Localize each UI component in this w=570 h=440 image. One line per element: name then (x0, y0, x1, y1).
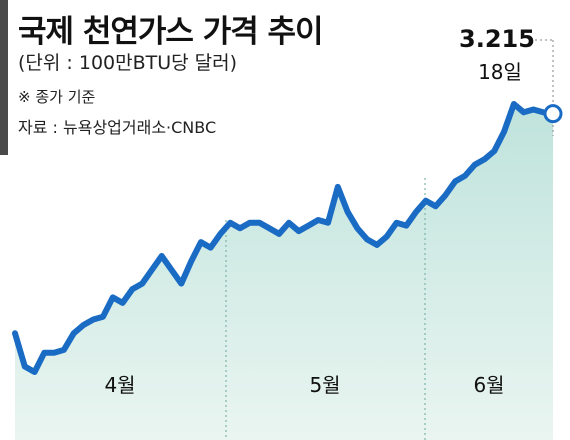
accent-bar (0, 0, 8, 155)
x-tick-label: 6월 (473, 373, 504, 397)
area-fill (15, 104, 553, 440)
source-label: 자료 : 뉴욕상업거래소·CNBC (18, 118, 217, 137)
callout-value: 3.215 (459, 25, 535, 53)
unit-label: (단위 : 100만BTU당 달러) (18, 52, 238, 74)
x-tick-label: 4월 (104, 373, 135, 397)
x-tick-label: 5월 (309, 373, 340, 397)
series-line (12, 101, 556, 375)
callout-date: 18일 (478, 60, 522, 84)
note-label: ※ 종가 기준 (18, 88, 96, 106)
last-point-marker (543, 104, 563, 124)
chart-title: 국제 천연가스 가격 추이 (18, 14, 324, 50)
